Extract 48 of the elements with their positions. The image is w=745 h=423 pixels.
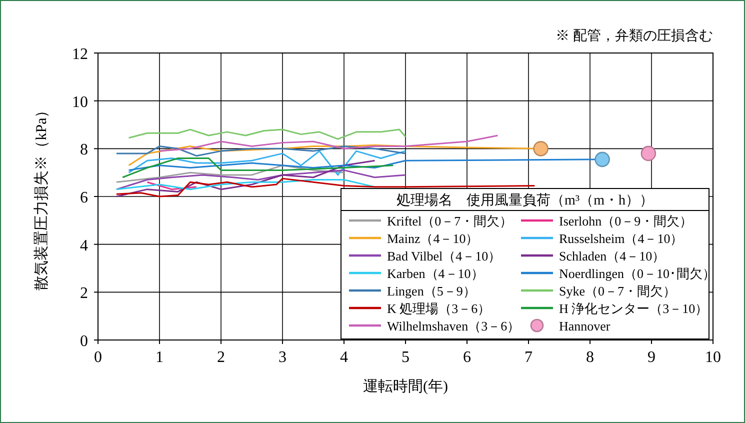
line-series — [128, 150, 406, 176]
line-series — [122, 157, 394, 178]
point — [594, 152, 610, 168]
legend-label: K 処理場（3－6） — [387, 301, 491, 316]
y-axis-title: 散気装置圧力損失※（kPa） — [33, 102, 50, 290]
y-tick-label: 0 — [80, 333, 88, 350]
x-tick-label: 1 — [156, 349, 164, 366]
x-axis-title: 運転時間(年) — [363, 378, 448, 395]
x-tick-label: 0 — [94, 349, 102, 366]
line-series — [116, 160, 376, 198]
line-series — [128, 128, 406, 140]
line-series — [116, 179, 376, 190]
point — [640, 146, 656, 162]
x-tick-label: 8 — [586, 349, 594, 366]
x-tick-label: 7 — [524, 349, 532, 366]
y-tick-label: 8 — [80, 142, 88, 159]
legend-label: Hannover — [559, 318, 611, 334]
legend-label: Noerdlingen（0－10･間欠） — [559, 266, 716, 281]
x-tick-label: 4 — [340, 349, 348, 366]
x-tick-label: 6 — [463, 349, 471, 366]
legend-label: Bad Vilbel（4－10） — [387, 248, 502, 264]
line-series — [158, 134, 498, 152]
y-tick-label: 12 — [72, 46, 88, 63]
legend-label: Russelsheim（4－10） — [559, 231, 684, 246]
y-tick-label: 4 — [80, 237, 88, 254]
x-tick-label: 10 — [705, 349, 721, 366]
line-series — [116, 164, 345, 183]
line-series — [116, 169, 406, 190]
legend-label: Kriftel（0－7・間欠） — [387, 214, 513, 228]
x-tick-label: 5 — [402, 349, 410, 366]
y-tick-label: 10 — [72, 94, 88, 111]
y-tick-label: 6 — [80, 190, 88, 206]
y-tick-label: 2 — [80, 285, 88, 302]
legend-label: Mainz（4－10） — [387, 231, 479, 246]
legend-label: Schladen（4－10） — [559, 248, 666, 264]
legend-label: Iserlohn（0－9・間欠） — [559, 214, 693, 228]
legend-label: Karben（4－10） — [387, 266, 484, 281]
legend-label: Syke（0－7・間欠） — [559, 284, 676, 298]
legend-label: H 浄化センター（3－10） — [559, 301, 708, 316]
x-tick-label: 2 — [217, 349, 225, 366]
point — [533, 141, 548, 156]
line-series — [116, 146, 406, 157]
text: ※ 配管，弁類の圧損含む — [556, 28, 713, 44]
legend-label: Lingen（5－9） — [387, 284, 476, 298]
legend-label: Wilhelmshaven（3－6） — [387, 318, 520, 334]
x-tick-label: 3 — [278, 349, 286, 366]
x-tick-label: 9 — [648, 349, 656, 366]
legend-title: 処理場名 使用風量負荷（m³（m・h）） — [396, 192, 654, 208]
